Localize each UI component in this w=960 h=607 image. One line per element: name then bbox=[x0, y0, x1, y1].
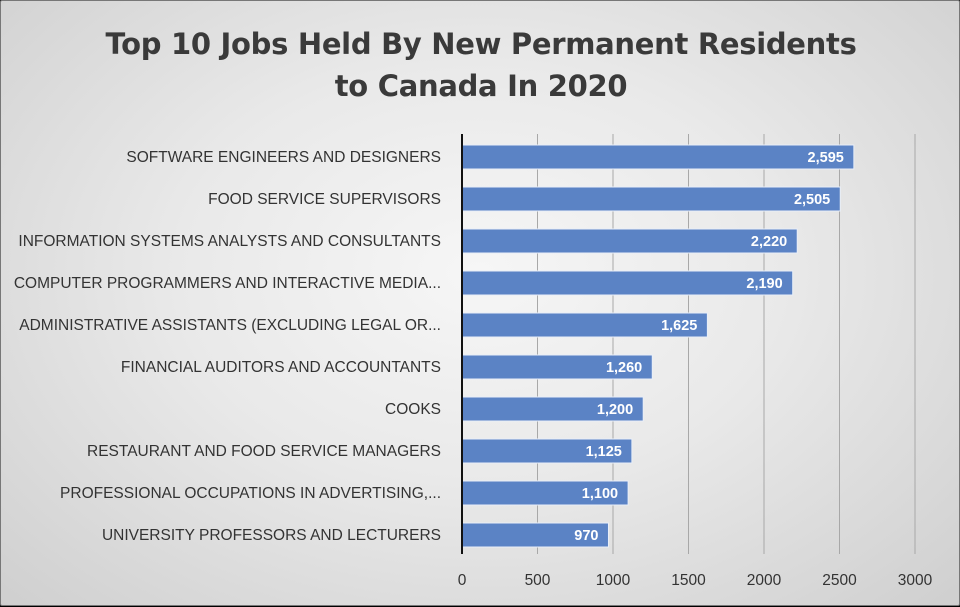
chart-title-line-2: to Canada In 2020 bbox=[334, 69, 628, 103]
bar-value-label: 2,190 bbox=[746, 276, 782, 292]
bar bbox=[461, 396, 644, 422]
bar-value-label: 1,125 bbox=[586, 444, 622, 460]
x-tick-label: 500 bbox=[525, 572, 551, 589]
category-label: PROFESSIONAL OCCUPATIONS IN ADVERTISING,… bbox=[60, 485, 441, 502]
category-label: RESTAURANT AND FOOD SERVICE MANAGERS bbox=[87, 443, 441, 460]
category-label: COOKS bbox=[385, 401, 441, 418]
bar bbox=[461, 354, 653, 380]
x-tick-label: 0 bbox=[458, 572, 467, 589]
bar bbox=[461, 522, 609, 548]
category-label: INFORMATION SYSTEMS ANALYSTS AND CONSULT… bbox=[18, 233, 441, 250]
bar bbox=[461, 186, 841, 212]
x-tick-label: 2500 bbox=[822, 572, 857, 589]
category-label: UNIVERSITY PROFESSORS AND LECTURERS bbox=[102, 527, 441, 544]
bar-value-label: 2,595 bbox=[808, 150, 844, 166]
category-label: FINANCIAL AUDITORS AND ACCOUNTANTS bbox=[121, 359, 441, 376]
x-tick-label: 3000 bbox=[898, 572, 933, 589]
x-tick-label: 1500 bbox=[671, 572, 706, 589]
bar-value-label: 1,260 bbox=[606, 360, 642, 376]
bar-value-label: 2,220 bbox=[751, 234, 787, 250]
bar-value-label: 1,625 bbox=[661, 318, 697, 334]
bar-value-label: 2,505 bbox=[794, 192, 830, 208]
category-label: ADMINISTRATIVE ASSISTANTS (EXCLUDING LEG… bbox=[19, 317, 441, 334]
x-tick-label: 1000 bbox=[596, 572, 631, 589]
chart-title-line-1: Top 10 Jobs Held By New Permanent Reside… bbox=[105, 27, 857, 61]
bar bbox=[461, 438, 633, 464]
bar-value-label: 1,100 bbox=[582, 486, 618, 502]
category-label: FOOD SERVICE SUPERVISORS bbox=[208, 191, 441, 208]
x-tick-label: 2000 bbox=[747, 572, 782, 589]
bar bbox=[461, 228, 798, 254]
bar-value-label: 1,200 bbox=[597, 402, 633, 418]
bar bbox=[461, 144, 855, 170]
bar-value-label: 970 bbox=[574, 528, 598, 544]
bar bbox=[461, 480, 629, 506]
bar bbox=[461, 312, 708, 338]
category-label: SOFTWARE ENGINEERS AND DESIGNERS bbox=[126, 149, 441, 166]
chart-title: Top 10 Jobs Held By New Permanent Reside… bbox=[1, 23, 960, 107]
bar bbox=[461, 270, 794, 296]
category-label: COMPUTER PROGRAMMERS AND INTERACTIVE MED… bbox=[14, 275, 441, 292]
